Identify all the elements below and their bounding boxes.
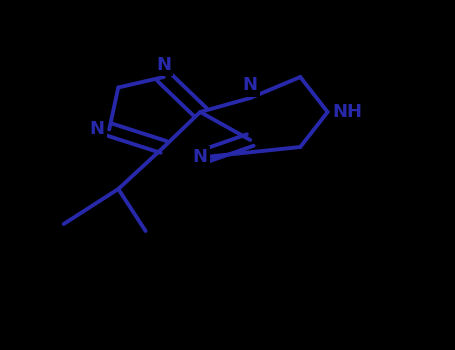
Text: N: N (193, 148, 207, 167)
Text: N: N (157, 56, 171, 74)
Text: N: N (243, 77, 258, 95)
Text: NH: NH (332, 103, 362, 121)
Text: N: N (90, 120, 105, 139)
